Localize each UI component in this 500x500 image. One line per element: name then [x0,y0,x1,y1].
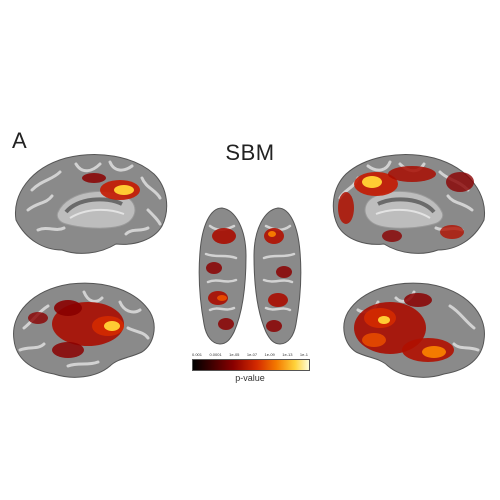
colorbar-tick: 1e-1 [299,352,308,357]
right-lateral-view [343,282,485,378]
colorbar-tick: 1e-05 [229,352,240,357]
colorbar-gradient [192,359,310,371]
colorbar: 0.001 0.0001 1e-05 1e-07 1e-09 1e-13 1e-… [192,352,310,383]
figure-title: SBM [225,140,275,165]
colorbar-tick: 1e-13 [282,352,293,357]
colorbar-ticks: 0.001 0.0001 1e-05 1e-07 1e-09 1e-13 1e-… [192,352,308,357]
colorbar-tick: 0.001 [192,352,203,357]
colorbar-tick: 1e-09 [264,352,275,357]
colorbar-label: p-value [235,373,265,383]
right-medial-view [332,154,486,254]
colorbar-tick: 1e-07 [246,352,258,357]
panel-letter: A [12,128,27,153]
left-ventral-view [198,207,247,345]
right-ventral-view [253,207,302,345]
left-medial-view [14,154,168,254]
left-lateral-view [13,282,155,378]
colorbar-tick: 0.0001 [209,352,222,357]
